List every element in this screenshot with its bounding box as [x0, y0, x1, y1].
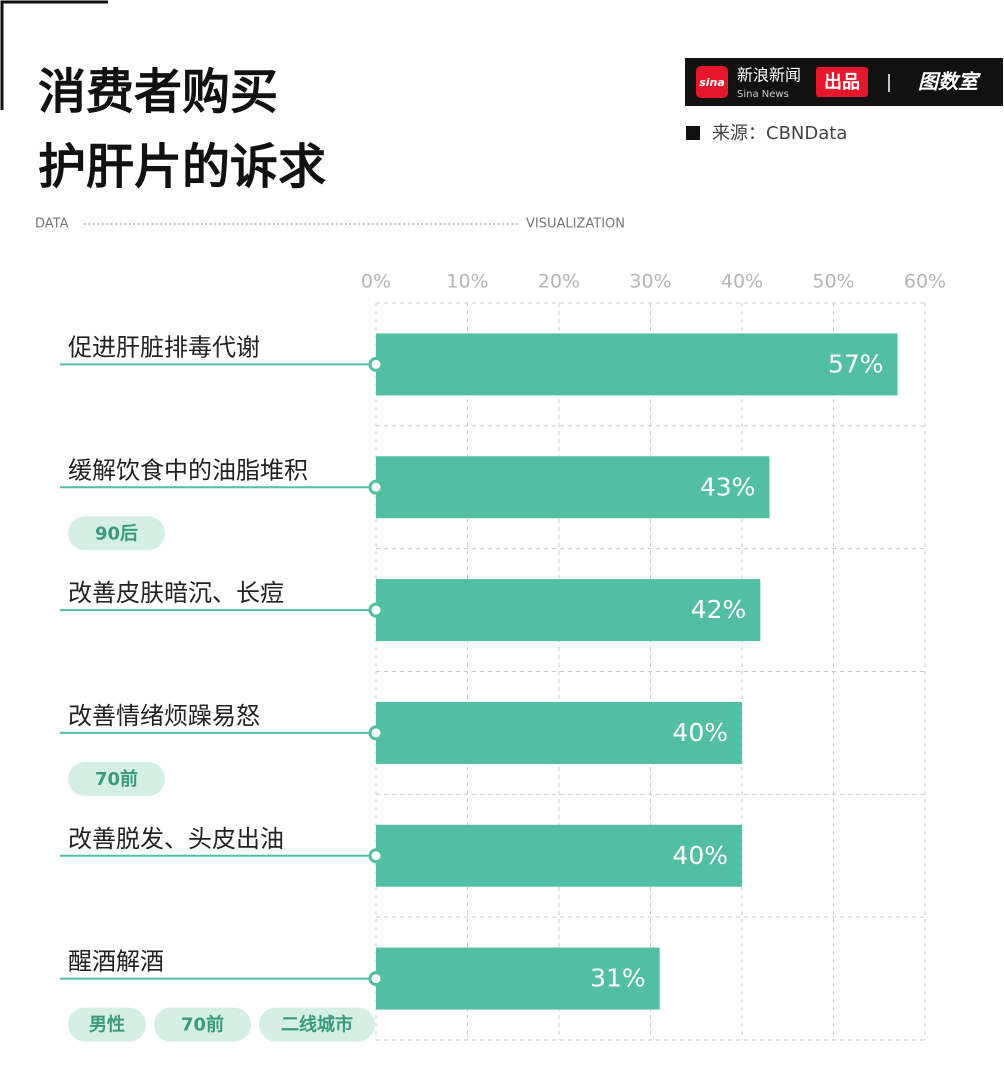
x-tick-label: 10%: [446, 271, 488, 293]
chart-title: 护肝片的诉求: [38, 139, 326, 195]
category-dot: [368, 725, 384, 741]
bar: [376, 824, 742, 887]
tag-bg: [259, 1007, 375, 1042]
plot-area: 0% 10% 20% 30% 40% 50% 60% 57% 促进肝脏排毒代谢 43% 缓解饮食中的…: [60, 271, 946, 1042]
category-dot: [368, 356, 384, 372]
brand-name: 新浪新闻: [737, 66, 801, 85]
brand-logo-bg: [696, 66, 728, 98]
category-dot: [368, 848, 384, 864]
value-label: 40%: [672, 718, 728, 747]
bar: [376, 701, 742, 764]
category-label: 改善皮肤暗沉、长痘: [68, 579, 284, 607]
left-caption: DATA: [35, 217, 69, 232]
x-tick-label: 60%: [904, 271, 946, 293]
tag-bg: [68, 516, 165, 551]
chart-title: 消费者购买: [38, 64, 278, 120]
value-label: 42%: [691, 595, 747, 624]
tag: 90后: [95, 523, 138, 544]
value-label: 40%: [672, 841, 728, 870]
tag: 男性: [89, 1014, 125, 1036]
value-label: 31%: [590, 964, 646, 993]
x-tick-label: 50%: [812, 271, 854, 293]
category-dot: [368, 479, 384, 495]
bar: [376, 579, 761, 642]
bar: [376, 456, 770, 519]
source: 来源：CBNData: [712, 123, 847, 144]
tag-bg: [68, 761, 165, 796]
brand-sub: Sina News: [737, 89, 789, 100]
brand-logo: sina: [699, 76, 725, 89]
tag: 二线城市: [281, 1014, 353, 1036]
category-label: 改善情绪烦躁易怒: [68, 702, 260, 730]
brand-partner: 图数室: [918, 70, 981, 94]
category-label: 促进肝脏排毒代谢: [68, 333, 260, 361]
x-tick-label: 0%: [361, 271, 391, 293]
tag-bg: [68, 1007, 146, 1042]
source-marker: [686, 126, 700, 140]
category-label: 缓解饮食中的油脂堆积: [68, 456, 308, 484]
corner-decoration: [0, 0, 108, 110]
bar: [376, 947, 660, 1010]
category-dot: [368, 971, 384, 987]
tag: 70前: [95, 768, 138, 790]
brand-tag-bg: [816, 67, 868, 97]
brand-tag: 出品: [824, 71, 860, 93]
x-tick-label: 20%: [538, 271, 580, 293]
tag-bg: [154, 1007, 251, 1042]
bar: [376, 333, 898, 396]
category-dot: [368, 602, 384, 618]
x-tick-label: 40%: [721, 271, 763, 293]
x-tick-label: 30%: [629, 271, 671, 293]
category-label: 改善脱发、头皮出油: [68, 825, 284, 853]
value-label: 43%: [700, 472, 756, 501]
category-label: 醒酒解酒: [68, 948, 164, 976]
right-caption: VISUALIZATION: [526, 217, 625, 232]
value-label: 57%: [828, 349, 884, 378]
tag: 70前: [181, 1014, 224, 1036]
